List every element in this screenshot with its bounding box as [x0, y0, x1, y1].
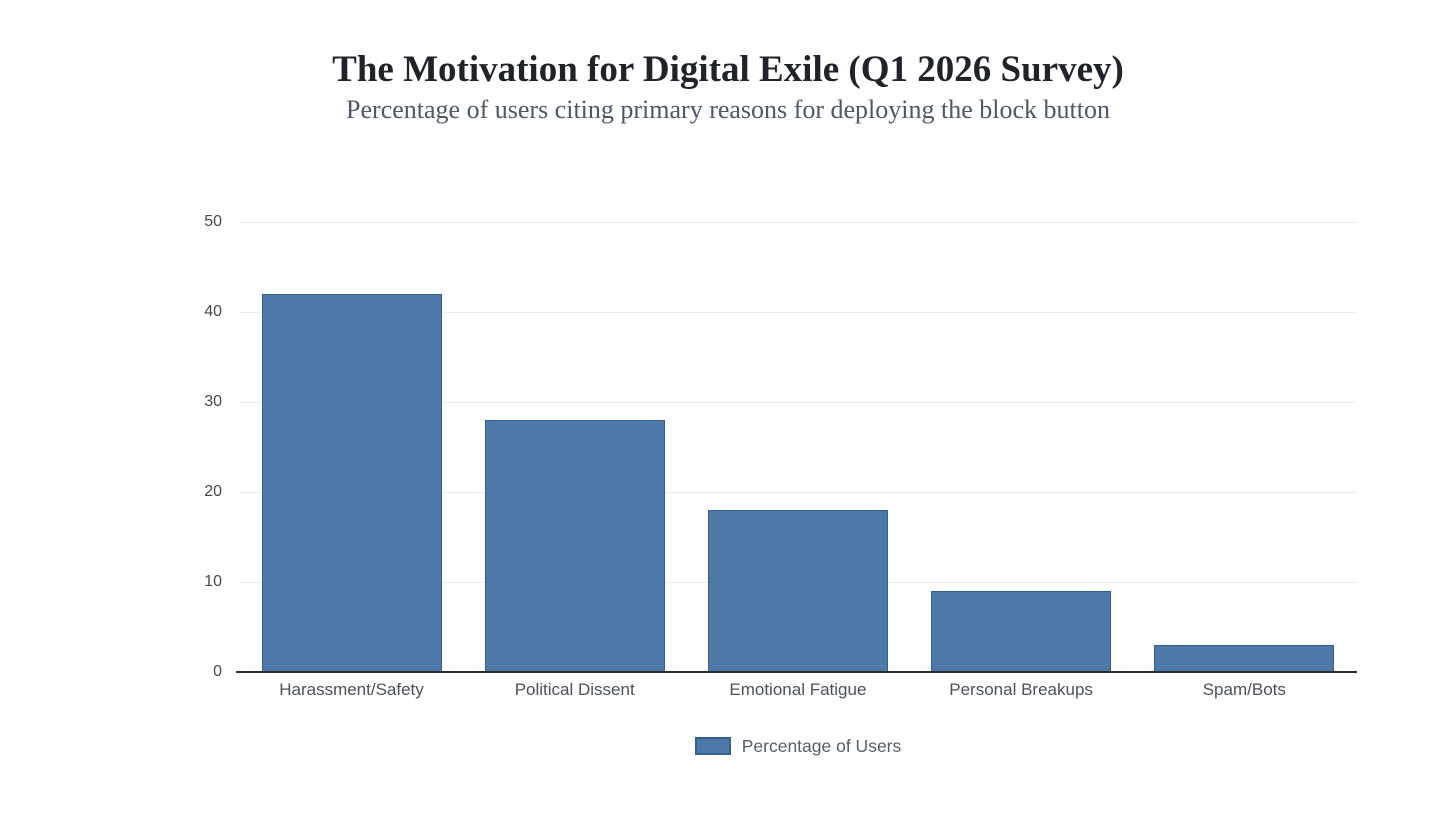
gridline-y-50: [240, 221, 1356, 223]
bar-political-dissent: [484, 420, 665, 672]
x-axis-line: [236, 671, 1357, 673]
y-axis-tick-label: 20: [204, 483, 222, 500]
plot-area: 0 10 20 30 40 50 Harassment/Safety Political Di…: [204, 213, 1357, 699]
bar-harassment-safety: [261, 294, 442, 672]
x-axis-category-label: Spam/Bots: [1202, 680, 1286, 699]
gridline-y-20: [240, 491, 1356, 493]
x-axis-category-label: Emotional Fatigue: [729, 680, 867, 699]
y-axis-tick-label: 30: [204, 393, 222, 410]
y-axis-tick-label: 10: [204, 573, 222, 590]
legend[interactable]: Percentage of Users: [240, 736, 1356, 756]
x-axis-category-label: Personal Breakups: [949, 680, 1093, 699]
bar-spam-bots: [1154, 645, 1335, 672]
gridline-y-40: [240, 311, 1356, 313]
bar-emotional-fatigue: [708, 510, 888, 672]
bar-personal-breakups: [931, 591, 1112, 672]
legend-swatch-icon: [694, 737, 731, 755]
y-axis-tick-label: 0: [213, 663, 222, 680]
y-axis-tick-label: 40: [204, 303, 222, 320]
legend-label: Percentage of Users: [741, 736, 902, 756]
chart-title: The Motivation for Digital Exile (Q1 202…: [332, 49, 1124, 90]
x-axis-category-label: Political Dissent: [514, 680, 635, 699]
chart-subtitle: Percentage of users citing primary reaso…: [346, 95, 1110, 124]
gridline-y-30: [240, 401, 1356, 403]
x-axis-category-label: Harassment/Safety: [279, 680, 424, 699]
y-axis-tick-label: 50: [204, 213, 222, 230]
